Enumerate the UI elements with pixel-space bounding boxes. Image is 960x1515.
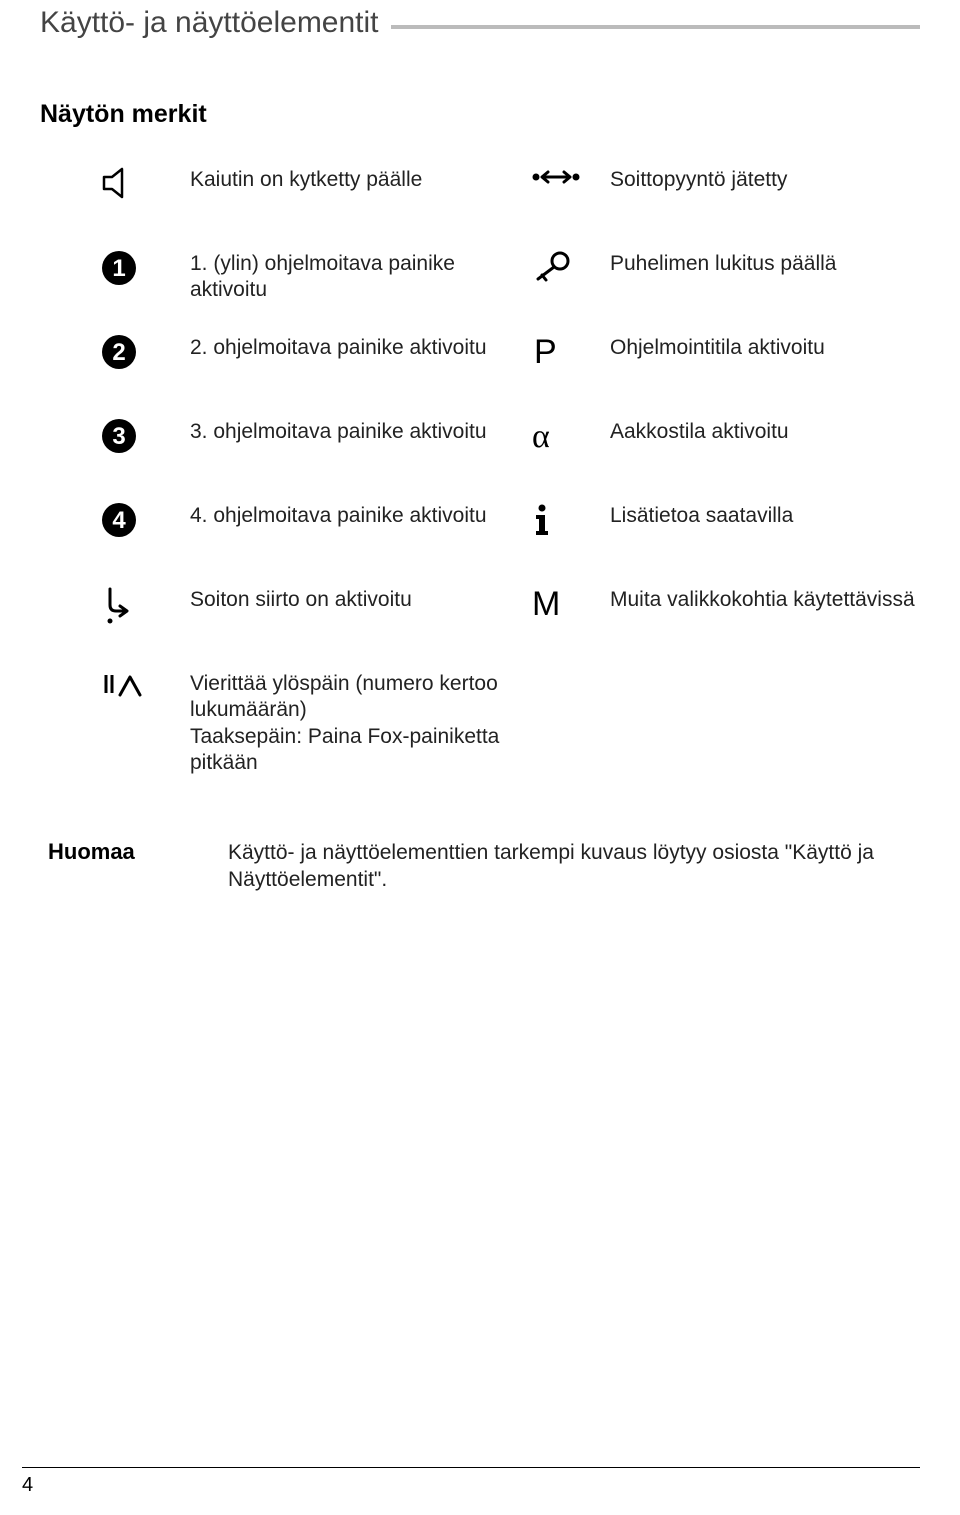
letter-m-icon: M — [530, 585, 600, 669]
speaker-icon — [100, 165, 180, 249]
more-menu-label: Muita valikkokohtia käytettävissä — [610, 585, 920, 669]
number-4-icon: 4 — [100, 501, 180, 585]
number-2-icon: 2 — [100, 333, 180, 417]
letter-p-icon: P — [530, 333, 600, 417]
forward-label: Soiton siirto on aktivoitu — [190, 585, 520, 669]
icon-legend-table: 1 2 3 4 — [100, 165, 920, 799]
alpha-label: Aakkostila aktivoitu — [610, 417, 920, 501]
page-title: Käyttö- ja näyttöelementit — [40, 6, 379, 40]
number-1-icon: 1 — [100, 249, 180, 333]
info-icon — [530, 501, 600, 585]
key3-label: 3. ohjelmoitava painike aktivoitu — [190, 417, 520, 501]
callback-icon — [530, 165, 600, 249]
call-forward-icon — [100, 585, 180, 669]
note-label: Huomaa — [48, 839, 228, 894]
section-heading: Näytön merkit — [40, 100, 920, 129]
note-text: Käyttö- ja näyttöelementtien tarkempi ku… — [228, 839, 920, 894]
program-mode-label: Ohjelmointitila aktivoitu — [610, 333, 920, 417]
key4-label: 4. ohjelmoitava painike aktivoitu — [190, 501, 520, 585]
key-lock-icon — [530, 249, 600, 333]
speaker-label: Kaiutin on kytketty päälle — [190, 165, 520, 249]
page-title-row: Käyttö- ja näyttöelementit — [40, 6, 920, 40]
number-3-icon: 3 — [100, 417, 180, 501]
key2-label: 2. ohjelmoitava painike aktivoitu — [190, 333, 520, 417]
title-rule — [391, 25, 920, 29]
alpha-icon: α — [530, 417, 600, 501]
svg-text:4: 4 — [112, 507, 126, 534]
info-label: Lisätietoa saatavilla — [610, 501, 920, 585]
svg-text:3: 3 — [112, 423, 125, 450]
callback-label: Soittopyyntö jätetty — [610, 165, 920, 249]
scroll-up-icon — [100, 669, 180, 799]
lock-label: Puhelimen lukitus päällä — [610, 249, 920, 333]
svg-text:α: α — [532, 418, 550, 455]
scroll-label: Vierittää ylöspäin (numero kertoo lukumä… — [190, 669, 520, 799]
svg-text:M: M — [532, 585, 560, 623]
svg-text:1: 1 — [112, 255, 125, 282]
note-row: Huomaa Käyttö- ja näyttöelementtien tark… — [48, 839, 920, 894]
svg-text:P: P — [534, 333, 557, 371]
key1-label: 1. (ylin) ohjelmoitava painike aktivoitu — [190, 249, 520, 333]
svg-text:2: 2 — [112, 339, 125, 366]
page-number: 4 — [22, 1474, 33, 1496]
page-footer: 4 — [22, 1467, 920, 1497]
